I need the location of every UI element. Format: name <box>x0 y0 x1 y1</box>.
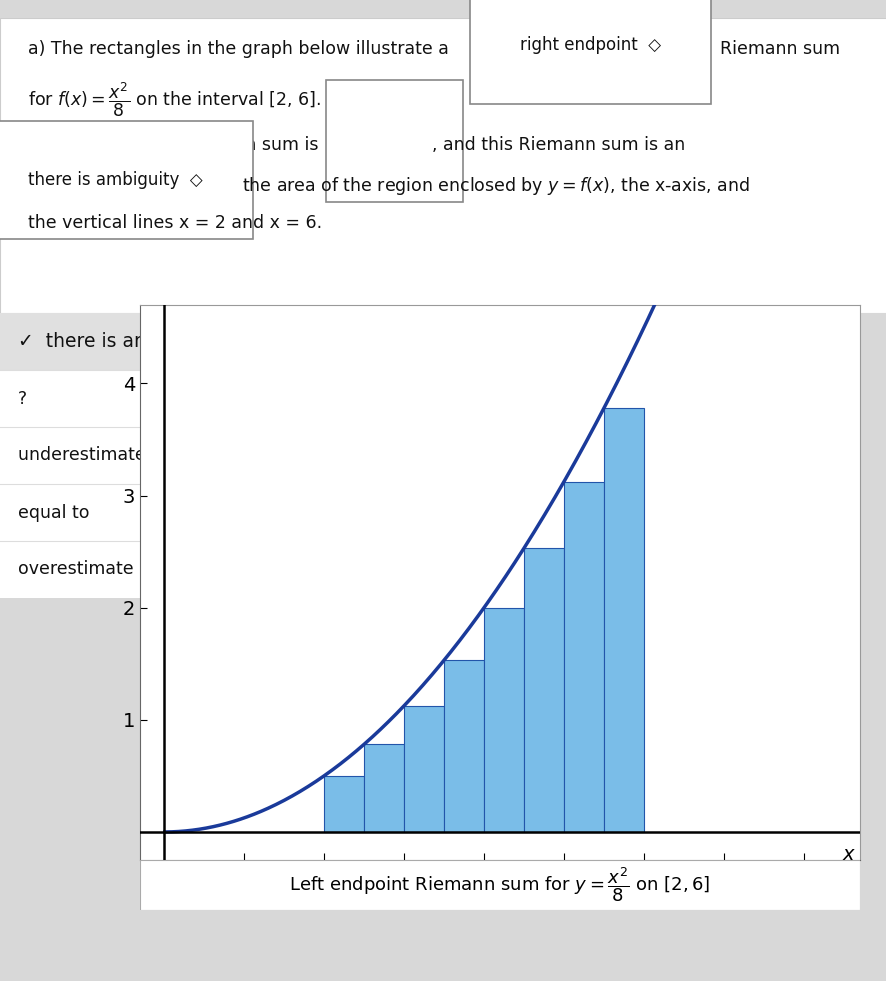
Text: ?: ? <box>18 389 27 407</box>
Bar <box>603 408 643 832</box>
Text: a) The rectangles in the graph below illustrate a: a) The rectangles in the graph below ill… <box>28 40 448 58</box>
Bar <box>524 548 563 832</box>
Text: x: x <box>842 846 853 864</box>
Text: overestimate of: overestimate of <box>18 560 156 579</box>
Text: there is ambiguity  ◇: there is ambiguity ◇ <box>28 171 202 189</box>
Text: the area of the region enclosed by $y = f(x)$, the x-axis, and: the area of the region enclosed by $y = … <box>242 175 749 197</box>
Text: for $f(x) = \dfrac{x^2}{8}$ on the interval [2, 6].: for $f(x) = \dfrac{x^2}{8}$ on the inter… <box>28 80 321 119</box>
Bar <box>563 482 603 832</box>
Bar <box>403 706 444 832</box>
Bar <box>323 776 363 832</box>
Bar <box>484 607 524 832</box>
Bar <box>0 370 375 427</box>
Text: , and this Riemann sum is an: , and this Riemann sum is an <box>431 136 685 154</box>
Bar <box>0 541 375 598</box>
Text: ✓  there is ambiguity: ✓ there is ambiguity <box>18 332 216 351</box>
Bar <box>0 313 375 370</box>
Text: Riemann sum: Riemann sum <box>719 40 839 58</box>
Text: The value of this Riemann sum is: The value of this Riemann sum is <box>28 136 318 154</box>
Text: equal to: equal to <box>18 503 89 522</box>
Text: the vertical lines x = 2 and x = 6.: the vertical lines x = 2 and x = 6. <box>28 214 322 232</box>
Bar <box>444 660 484 832</box>
Text: right endpoint  ◇: right endpoint ◇ <box>519 36 660 54</box>
Text: underestimate of: underestimate of <box>18 446 168 464</box>
Bar <box>0 427 375 484</box>
Bar <box>0 484 375 541</box>
Text: Left endpoint Riemann sum for $y = \dfrac{x^2}{8}$ on $[2, 6]$: Left endpoint Riemann sum for $y = \dfra… <box>289 865 710 904</box>
Bar <box>363 745 403 832</box>
